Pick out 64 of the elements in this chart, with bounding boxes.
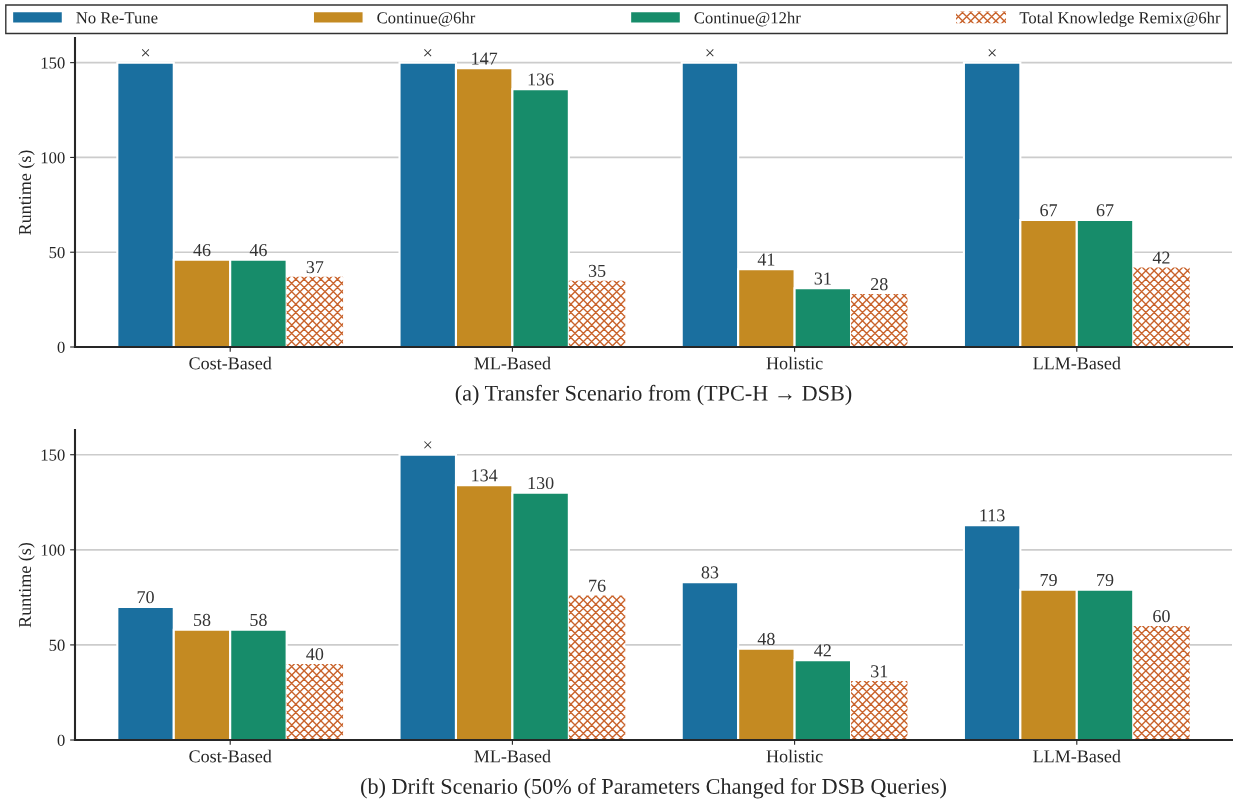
legend-label: Continue@12hr (694, 11, 801, 27)
data-label: 46 (249, 244, 267, 257)
x-tick-label: Holistic (766, 749, 823, 763)
data-label: 41 (757, 253, 775, 266)
text: (b) Drift Scenario (50% of Parameters Changed for DSB Queries) (361, 778, 946, 799)
data-label: 35 (588, 264, 606, 277)
x-tick-label: Cost-Based (189, 356, 272, 370)
x-tick-label: Holistic (766, 356, 823, 370)
y-tick-label: 50 (49, 246, 65, 259)
x-tick-label: LLM-Based (1033, 356, 1121, 370)
data-label: 48 (757, 632, 775, 646)
y-tick-label: 150 (41, 449, 65, 461)
data-label: 37 (306, 261, 324, 274)
data-label: 28 (871, 278, 888, 291)
data-label: 113 (980, 509, 1005, 522)
bar (568, 595, 626, 740)
data-label: 79 (1097, 573, 1114, 587)
y-axis-title: Runtime (s) (18, 150, 35, 235)
bar (1133, 625, 1190, 740)
bar (568, 280, 626, 347)
x-tick-label: LLM-Based (1033, 749, 1121, 763)
data-label: 42 (814, 644, 831, 657)
data-label: 70 (137, 591, 154, 604)
data-label: × (706, 49, 714, 57)
bar (286, 276, 344, 347)
data-label: 83 (701, 566, 719, 579)
y-tick-label: 100 (41, 152, 65, 164)
legend-label: Continue@6hr (377, 11, 476, 27)
data-label: 76 (589, 579, 606, 592)
x-tick-label: ML-Based (474, 749, 551, 763)
data-label: × (141, 49, 150, 57)
data-label: × (988, 49, 996, 57)
data-label: 58 (194, 613, 211, 627)
bar (851, 681, 908, 740)
bar (851, 293, 908, 347)
data-label: 67 (1040, 204, 1058, 217)
data-label: 136 (528, 73, 554, 86)
data-label: 79 (1040, 573, 1057, 587)
data-label: 58 (250, 613, 267, 627)
data-label: 46 (193, 244, 211, 257)
data-label: 40 (306, 648, 324, 661)
text: (a) Transfer Scenario from (TPC-H → DSB) (455, 384, 852, 406)
data-label: 147 (472, 52, 498, 65)
data-label: 130 (528, 476, 554, 490)
data-label: 31 (814, 272, 831, 285)
bar (286, 663, 344, 740)
data-label: × (424, 441, 432, 449)
y-axis-title: Runtime (s) (18, 542, 35, 628)
y-tick-label: 50 (49, 639, 65, 651)
x-tick-label: Cost-Based (189, 749, 272, 763)
y-tick-label: 0 (57, 341, 65, 353)
legend-label: No Re-Tune (76, 12, 158, 24)
y-tick-label: 150 (41, 57, 65, 69)
x-tick-label: ML-Based (474, 356, 551, 370)
bar (1133, 267, 1190, 347)
y-tick-label: 100 (41, 544, 65, 556)
data-label: × (424, 49, 432, 57)
y-tick-label: 0 (57, 734, 65, 746)
data-label: 31 (871, 665, 888, 678)
data-label: 42 (1152, 251, 1170, 264)
data-label: 134 (472, 469, 498, 482)
data-label: 60 (1153, 610, 1170, 623)
data-label: 67 (1096, 204, 1114, 217)
legend-label: Total Knowledge Remix@6hr (1019, 11, 1221, 27)
